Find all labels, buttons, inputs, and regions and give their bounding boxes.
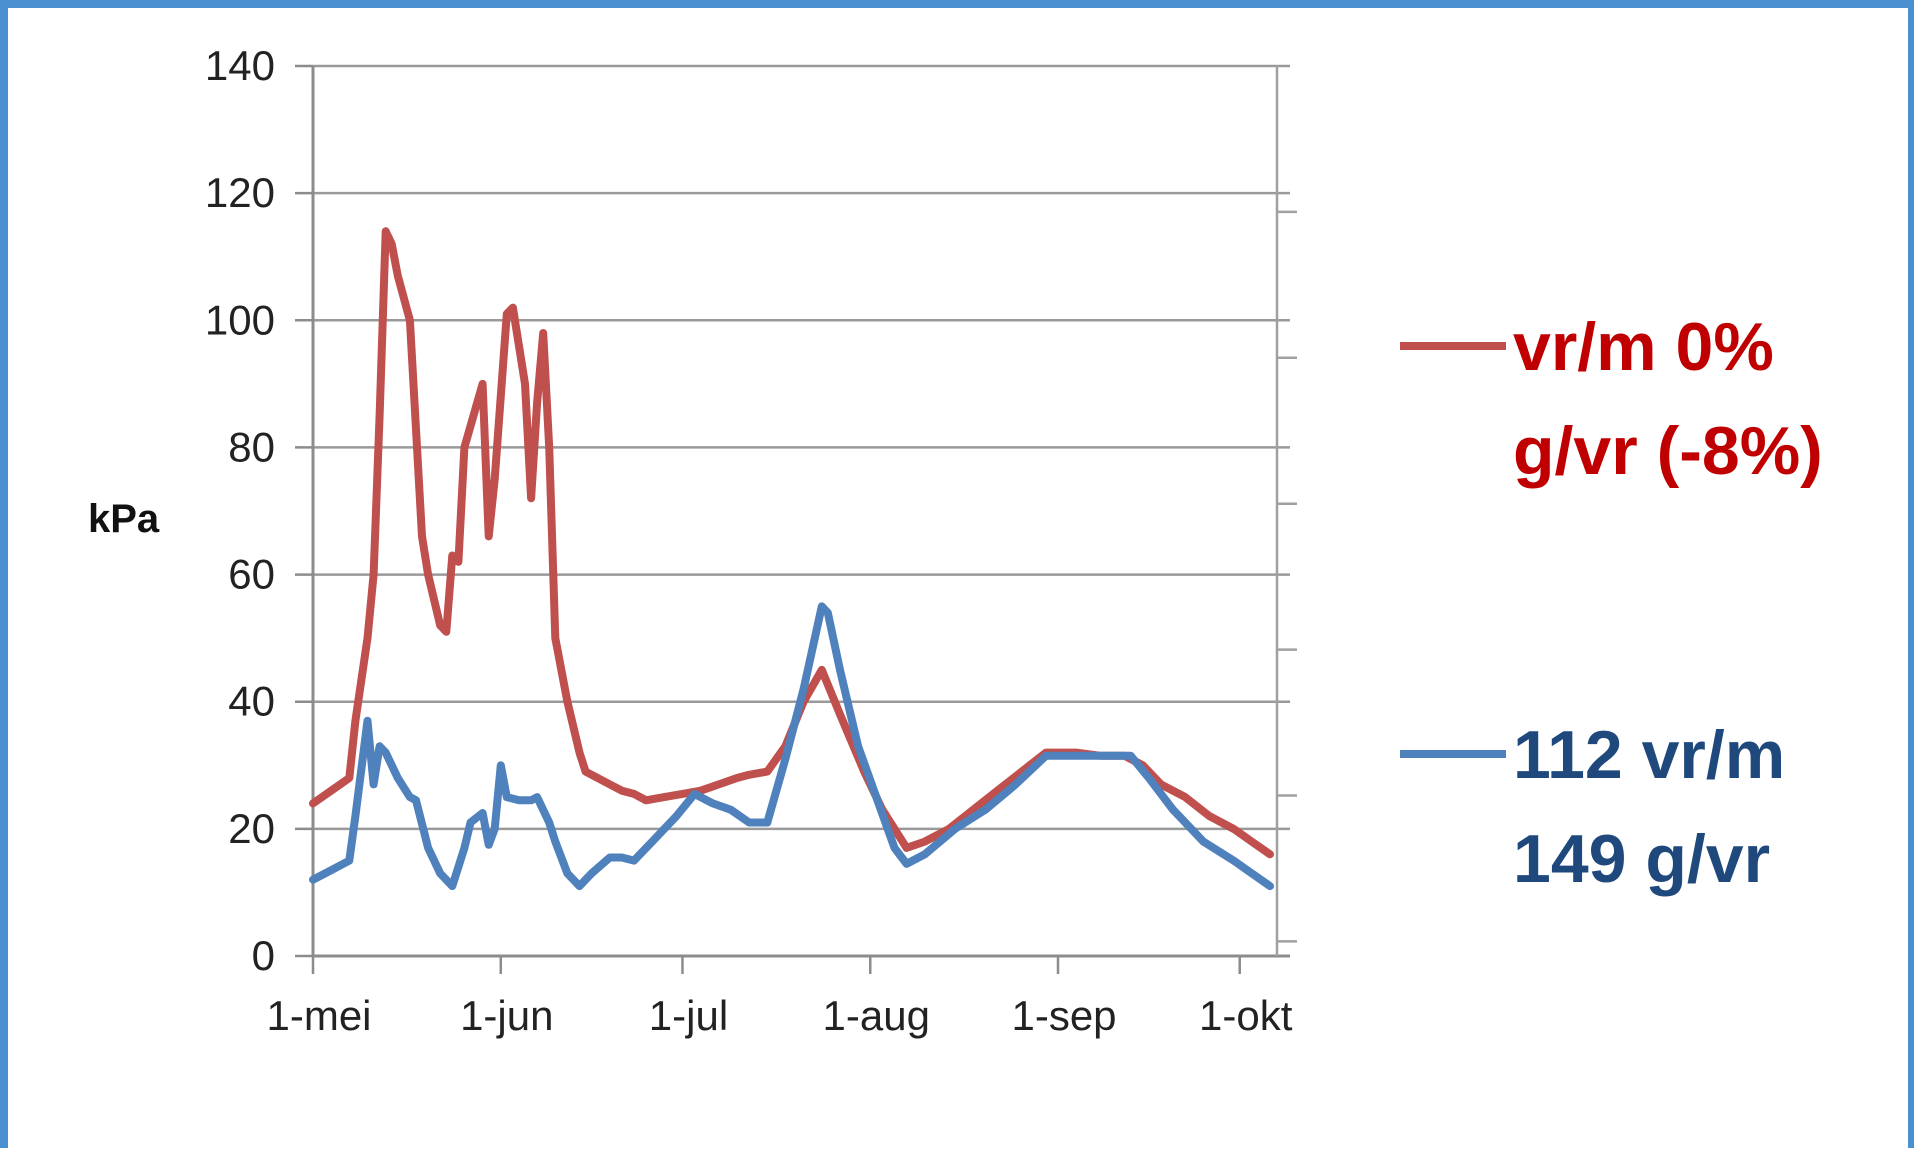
- series-line-1: [309, 227, 1274, 859]
- y-tick-label: 0: [252, 932, 275, 979]
- gridlines: [313, 64, 1290, 831]
- y-axis-label: kPa: [88, 497, 160, 541]
- y-tick-label: 140: [205, 42, 275, 89]
- series-line-2: [309, 602, 1274, 891]
- y-tick-label: 60: [228, 551, 275, 598]
- series-lines: [309, 227, 1274, 891]
- legend-label-2-line-2: 149 g/vr: [1513, 821, 1770, 897]
- y-tick-label: 100: [205, 296, 275, 343]
- x-tick-label: 1-jun: [460, 992, 553, 1039]
- x-tick-labels: 1-mei 1-jun 1-jul 1-aug 1-sep 1-okt: [266, 992, 1292, 1039]
- legend-label-1-line-2: g/vr (-8%): [1513, 413, 1823, 489]
- x-tick-label: 1-sep: [1011, 992, 1116, 1039]
- y-tick-label: 20: [228, 805, 275, 852]
- legend-label-1-line-1: vr/m 0%: [1513, 309, 1774, 385]
- legend-label-2-line-1: 112 vr/m: [1513, 717, 1785, 793]
- legend: vr/m 0% g/vr (-8%) 112 vr/m 149 g/vr: [1400, 309, 1823, 897]
- x-tick-label: 1-mei: [266, 992, 371, 1039]
- x-tick-label: 1-jul: [649, 992, 728, 1039]
- axes: [295, 64, 1297, 974]
- y-tick-label: 40: [228, 678, 275, 725]
- y-tick-label: 80: [228, 423, 275, 470]
- y-tick-labels: 0 20 40 60 80 100 120 140: [205, 42, 275, 979]
- x-tick-label: 1-okt: [1199, 992, 1293, 1039]
- y-tick-label: 120: [205, 169, 275, 216]
- x-tick-label: 1-aug: [823, 992, 930, 1039]
